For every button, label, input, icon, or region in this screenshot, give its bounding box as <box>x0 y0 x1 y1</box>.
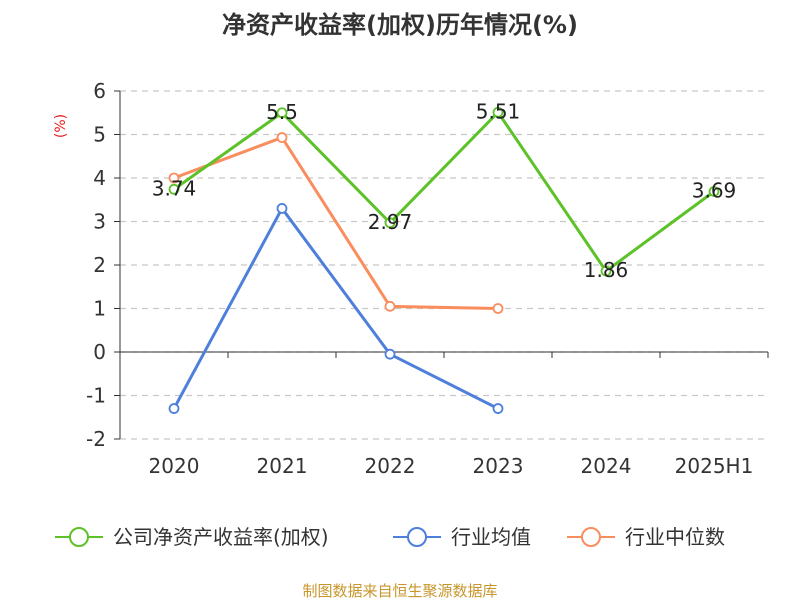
y-tick-label: -1 <box>86 384 106 408</box>
legend-item-industry_median[interactable]: 行业中位数 <box>567 525 725 549</box>
x-tick-label: 2020 <box>149 454 200 478</box>
y-tick-label: 4 <box>93 166 106 190</box>
data-point <box>492 106 504 118</box>
gridlines <box>120 90 768 440</box>
x-tick-label: 2021 <box>257 454 308 478</box>
series-lines <box>168 106 720 414</box>
legend-marker-icon <box>69 527 89 547</box>
x-tick-label: 2024 <box>581 454 632 478</box>
legend-label: 行业均值 <box>451 525 531 549</box>
y-tick-label: 0 <box>93 340 106 364</box>
data-point <box>168 403 180 414</box>
series-industry_avg <box>168 203 504 414</box>
legend-label: 公司净资产收益率(加权) <box>113 525 329 549</box>
series-line <box>173 136 499 310</box>
data-point <box>384 300 396 312</box>
x-tick-label: 2022 <box>365 454 416 478</box>
data-label: 3.74 <box>152 176 197 200</box>
data-label: 1.86 <box>584 258 629 282</box>
legend-item-company[interactable]: 公司净资产收益率(加权) <box>55 525 329 549</box>
chart-title: 净资产收益率(加权)历年情况(%) <box>222 11 578 39</box>
data-label: 2.97 <box>368 210 413 234</box>
data-point <box>276 132 288 143</box>
series-company <box>168 106 720 277</box>
y-tick-label: 1 <box>93 297 106 321</box>
data-labels: 3.74 5.5 2.97 5.51 1.86 3.69 <box>152 99 737 282</box>
data-point <box>492 303 504 314</box>
data-point <box>384 217 396 229</box>
data-point <box>276 107 288 119</box>
y-tick-label: 2 <box>93 253 106 277</box>
series-line <box>173 110 715 273</box>
data-point <box>384 348 396 360</box>
axes <box>114 90 769 440</box>
data-point <box>168 183 180 195</box>
data-label: 5.51 <box>476 99 521 123</box>
y-tick-label: 5 <box>93 123 106 147</box>
series-line <box>172 206 499 410</box>
legend[interactable]: 公司净资产收益率(加权) 行业均值 行业中位数 <box>55 525 725 549</box>
data-label: 3.69 <box>692 178 737 202</box>
series-industry_median <box>168 132 504 314</box>
legend-marker-icon <box>581 527 601 547</box>
data-point <box>168 172 180 184</box>
x-tick-label: 2025H1 <box>675 454 754 478</box>
y-tick-label: -2 <box>86 427 106 451</box>
tick-labels: 6 5 4 3 2 1 0 -1 -2 2020 2021 2022 2023 2024 2025H1 <box>86 79 753 478</box>
data-point <box>600 265 612 277</box>
legend-label: 行业中位数 <box>625 525 725 549</box>
legend-marker-icon <box>407 527 427 547</box>
data-label: 5.5 <box>266 100 298 124</box>
data-point <box>276 203 288 214</box>
data-source-note: 制图数据来自恒生聚源数据库 <box>302 582 497 600</box>
data-point <box>708 186 720 197</box>
data-point <box>492 403 504 414</box>
y-axis-unit: (%) <box>53 114 69 138</box>
y-tick-label: 3 <box>93 210 106 234</box>
x-tick-label: 2023 <box>473 454 524 478</box>
y-tick-label: 6 <box>93 79 106 103</box>
legend-item-industry_avg[interactable]: 行业均值 <box>393 525 531 549</box>
